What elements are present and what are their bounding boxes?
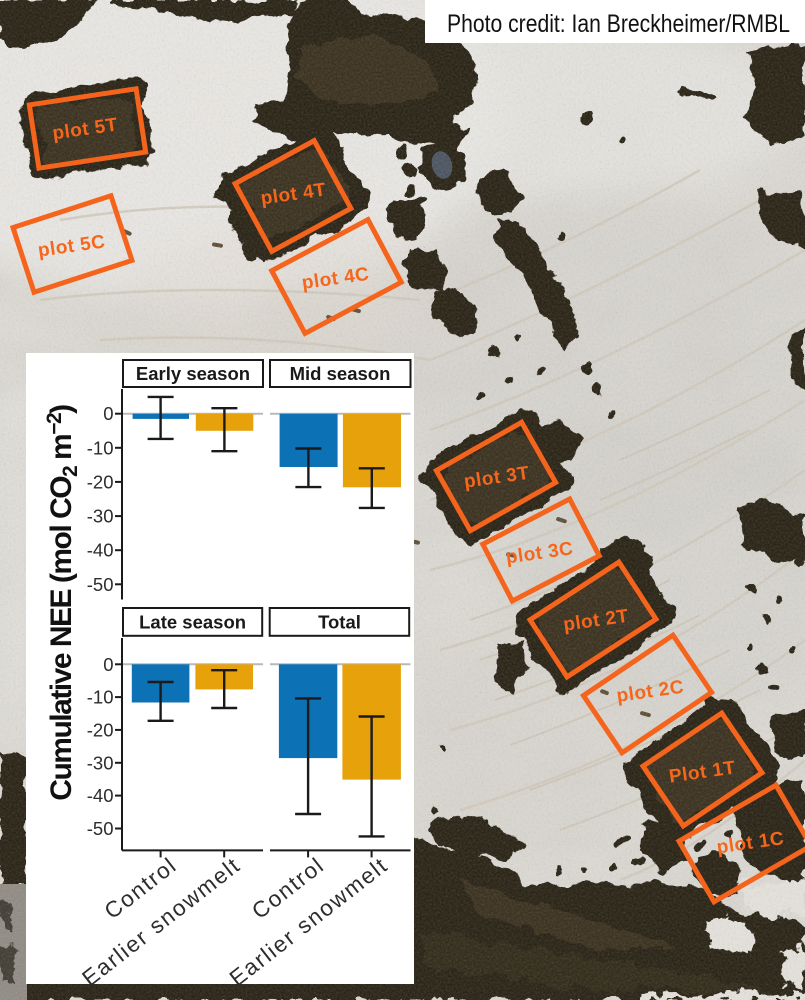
svg-text:-20: -20 — [87, 471, 114, 492]
svg-text:Photo credit: Ian Breckheimer/: Photo credit: Ian Breckheimer/RMBL — [447, 10, 790, 38]
svg-text:0: 0 — [103, 654, 113, 675]
svg-text:-40: -40 — [87, 785, 114, 806]
svg-text:Total: Total — [318, 612, 361, 633]
svg-text:0: 0 — [103, 403, 113, 424]
svg-text:Late season: Late season — [139, 612, 246, 633]
svg-text:-40: -40 — [87, 540, 114, 561]
svg-text:Early season: Early season — [136, 363, 250, 384]
svg-text:-30: -30 — [87, 752, 114, 773]
svg-text:-30: -30 — [87, 506, 114, 527]
svg-text:-50: -50 — [87, 818, 114, 839]
svg-text:Cumulative NEE (mol CO2 m−2): Cumulative NEE (mol CO2 m−2) — [43, 405, 82, 801]
svg-text:-20: -20 — [87, 719, 114, 740]
svg-text:-10: -10 — [87, 437, 114, 458]
svg-text:-10: -10 — [87, 687, 114, 708]
svg-text:Mid season: Mid season — [290, 363, 391, 384]
svg-text:-50: -50 — [87, 574, 114, 595]
